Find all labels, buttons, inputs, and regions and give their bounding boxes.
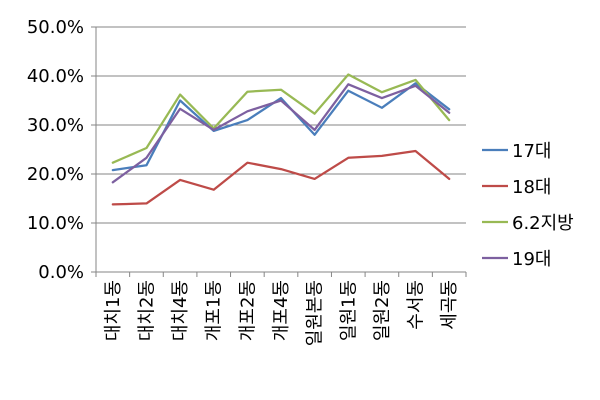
x-tick-label: 개포1동: [204, 280, 225, 341]
series-lines: [111, 73, 451, 206]
legend-label: 17대: [512, 141, 551, 162]
x-tick-label: 대치1동: [103, 280, 124, 341]
series-line-4: [111, 83, 451, 184]
legend-label: 18대: [512, 177, 551, 198]
series-line-2: [111, 149, 451, 206]
legend-label: 19대: [512, 249, 551, 270]
legend: 17대 18대 6.2지방 19대: [482, 141, 574, 270]
gridlines: [96, 26, 466, 224]
x-tick-label: 대치2동: [136, 280, 157, 341]
axes: [91, 26, 467, 277]
legend-label: 6.2지방: [512, 213, 574, 234]
legend-item: 19대: [482, 249, 551, 270]
legend-item: 17대: [482, 141, 551, 162]
y-tick-label: 50.0%: [27, 17, 84, 38]
x-tick-label: 개포4동: [271, 280, 292, 341]
legend-item: 6.2지방: [482, 213, 574, 234]
x-tick-label: 세곡동: [439, 280, 460, 330]
x-axis-tick-labels: 대치1동 대치2동 대치4동 개포1동 개포2동 개포4동 일원본동 일원1동 일원2동 수서동 세…: [103, 280, 460, 346]
y-tick-label: 0.0%: [38, 262, 84, 283]
x-tick-label: 대치4동: [170, 280, 191, 341]
y-tick-label: 40.0%: [27, 66, 84, 87]
x-tick-label: 일원1동: [338, 280, 359, 341]
x-tick-label: 일원본동: [305, 280, 326, 346]
y-tick-label: 20.0%: [27, 164, 84, 185]
y-axis-tick-labels: 0.0% 10.0% 20.0% 30.0% 40.0% 50.0%: [27, 17, 84, 283]
series-line-1: [111, 82, 451, 172]
series-line-3: [111, 73, 451, 164]
x-tick-label: 일원2동: [372, 280, 393, 341]
legend-item: 18대: [482, 177, 551, 198]
x-tick-label: 개포2동: [237, 280, 258, 341]
x-tick-label: 수서동: [406, 280, 427, 330]
y-tick-label: 10.0%: [27, 213, 84, 234]
y-tick-label: 30.0%: [27, 115, 84, 136]
